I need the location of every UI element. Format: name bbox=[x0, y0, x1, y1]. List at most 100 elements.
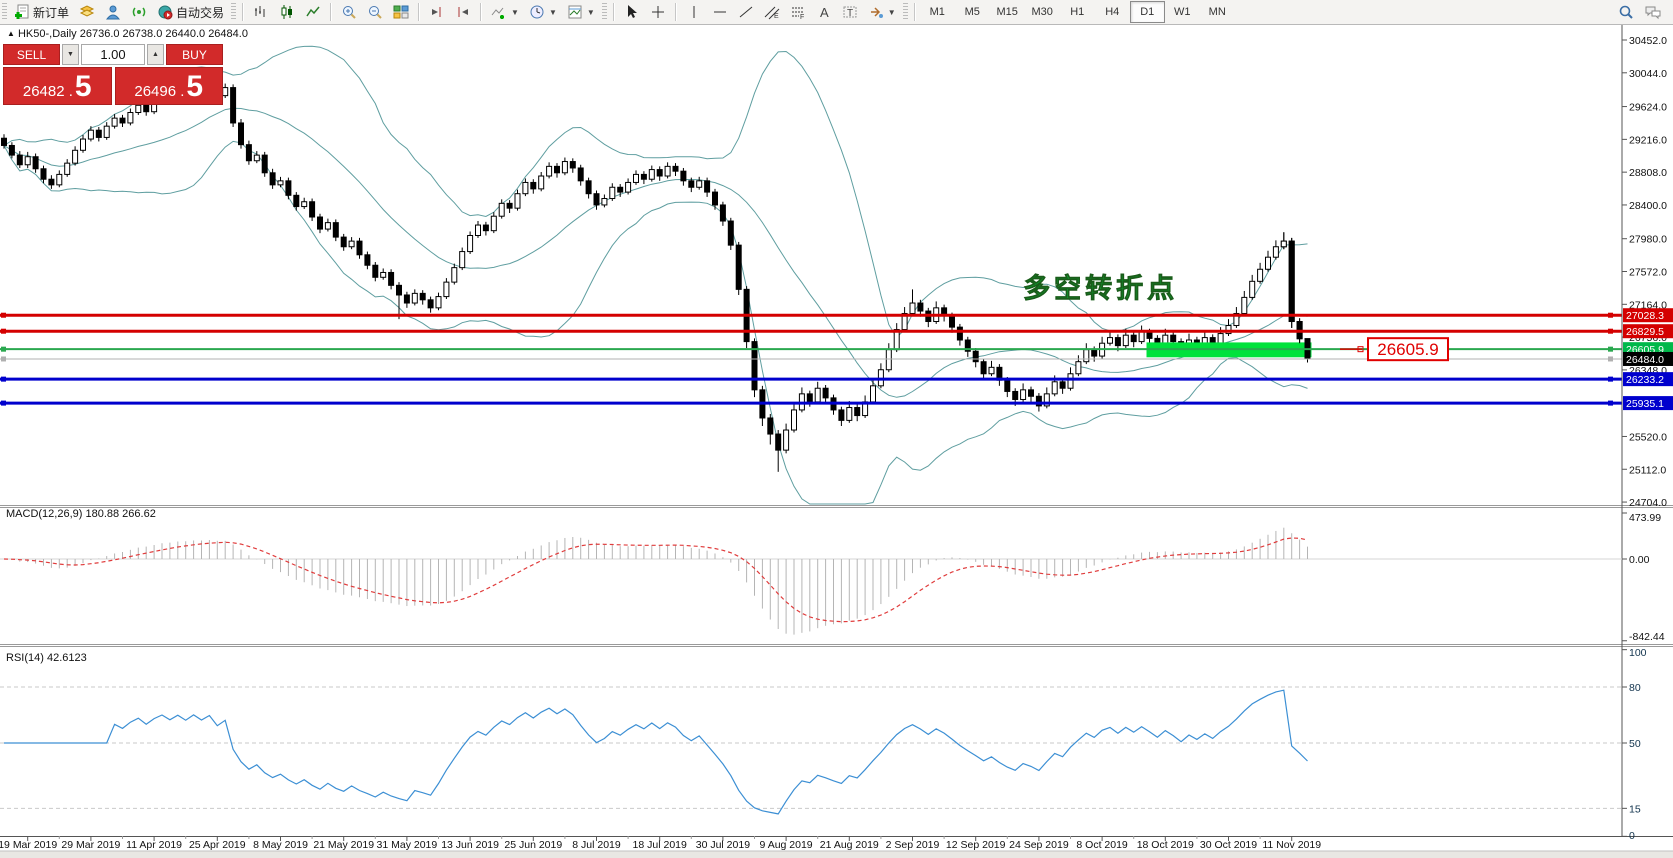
trade-panel-price-row: 26482 . 5 26496 . 5 bbox=[3, 67, 223, 105]
price-label-callout[interactable]: 26605.9 bbox=[1340, 337, 1449, 362]
svg-text:13 Jun 2019: 13 Jun 2019 bbox=[441, 839, 499, 851]
sell-price-box[interactable]: 26482 . 5 bbox=[3, 67, 112, 105]
periods-clock-button[interactable]: ▼ bbox=[524, 0, 562, 24]
svg-text:29624.0: 29624.0 bbox=[1629, 102, 1667, 114]
channel-icon: E bbox=[764, 4, 780, 20]
autotrade-button[interactable]: 自动交易 bbox=[152, 0, 229, 24]
sell-button[interactable]: SELL bbox=[3, 44, 60, 65]
line-handle-left[interactable] bbox=[1, 328, 6, 334]
dropdown-caret-icon: ▼ bbox=[887, 7, 896, 17]
label-icon: T bbox=[842, 4, 858, 20]
line-handle-right[interactable] bbox=[1608, 356, 1613, 362]
timeframe-h1-button[interactable]: H1 bbox=[1070, 6, 1085, 18]
shift-left-button[interactable] bbox=[450, 0, 476, 24]
volume-decrease-button[interactable]: ▼ bbox=[62, 44, 79, 65]
line-handle-left[interactable] bbox=[1, 312, 6, 318]
timeframe-d1-button[interactable]: D1 bbox=[1129, 1, 1165, 23]
svg-text:28400.0: 28400.0 bbox=[1629, 200, 1667, 212]
cursor-button[interactable] bbox=[619, 0, 645, 24]
chat-button[interactable] bbox=[1639, 0, 1667, 24]
new-order-button[interactable]: 新订单 bbox=[9, 0, 74, 24]
timeframe-h4-button[interactable]: H4 bbox=[1105, 6, 1120, 18]
svg-text:27980.0: 27980.0 bbox=[1629, 234, 1667, 246]
line-chart-button[interactable] bbox=[300, 0, 326, 24]
volume-field[interactable]: 1.00 bbox=[81, 44, 145, 65]
svg-text:2 Sep 2019: 2 Sep 2019 bbox=[886, 839, 940, 851]
market-watch-button[interactable] bbox=[100, 0, 126, 24]
line-handle-right[interactable] bbox=[1608, 312, 1613, 318]
timeframe-mn-button[interactable]: MN bbox=[1208, 6, 1226, 18]
hline-button[interactable] bbox=[707, 0, 733, 24]
buy-price-box[interactable]: 26496 . 5 bbox=[114, 67, 223, 105]
line-handle-left[interactable] bbox=[1, 376, 6, 382]
axis-badge-25935.1 bbox=[1623, 396, 1673, 411]
svg-text:26233.2: 26233.2 bbox=[1626, 374, 1664, 386]
axis-badge-26233.2 bbox=[1623, 372, 1673, 387]
svg-text:29 Mar 2019: 29 Mar 2019 bbox=[61, 839, 120, 851]
time-axis[interactable]: 19 Mar 2019 29 Mar 2019 11 Apr 2019 25 Apr … bbox=[0, 836, 1673, 858]
trendline-button[interactable] bbox=[733, 0, 759, 24]
shift-end-button[interactable] bbox=[424, 0, 450, 24]
signal-button[interactable] bbox=[126, 0, 152, 24]
timeframe-w1-button[interactable]: W1 bbox=[1173, 6, 1191, 18]
axis-badge-26829.5 bbox=[1623, 324, 1673, 339]
dropdown-caret-icon: ▼ bbox=[548, 7, 557, 17]
toolbar-separator bbox=[480, 3, 483, 21]
svg-text:T: T bbox=[847, 8, 853, 19]
bar-chart-icon bbox=[253, 4, 269, 20]
volume-increase-button[interactable]: ▲ bbox=[147, 44, 164, 65]
line-handle-right[interactable] bbox=[1608, 346, 1613, 352]
buy-button[interactable]: BUY bbox=[166, 44, 223, 65]
svg-text:30 Jul 2019: 30 Jul 2019 bbox=[696, 839, 750, 851]
macd-signal-line bbox=[3, 537, 1308, 623]
line-handle-left[interactable] bbox=[1, 356, 6, 362]
svg-text:12 Sep 2019: 12 Sep 2019 bbox=[946, 839, 1006, 851]
shapes-icon bbox=[868, 4, 884, 20]
bar-chart-button[interactable] bbox=[248, 0, 274, 24]
vline-button[interactable] bbox=[681, 0, 707, 24]
line-handle-right[interactable] bbox=[1608, 400, 1613, 406]
axis-badge-27028.3 bbox=[1623, 308, 1673, 323]
svg-text:9 Aug 2019: 9 Aug 2019 bbox=[760, 839, 813, 851]
price-axis[interactable]: 30452.0 30044.0 29624.0 29216.0 28808.0 28400… bbox=[1622, 35, 1673, 509]
candle-chart-button[interactable] bbox=[274, 0, 300, 24]
line-handle-right[interactable] bbox=[1608, 376, 1613, 382]
timeframe-m5-button[interactable]: M5 bbox=[964, 6, 980, 18]
chart-canvas[interactable]: 多空转折点 26605.9 MACD(12,26,9) 180.88 266.62 4… bbox=[0, 25, 1673, 858]
toolbar-grip bbox=[2, 3, 7, 21]
zoom-out-icon bbox=[367, 4, 383, 20]
vline-icon bbox=[686, 4, 702, 20]
text-button[interactable]: A bbox=[811, 0, 837, 24]
timeframe-m15-button[interactable]: M15 bbox=[996, 6, 1018, 18]
channel-button[interactable]: E bbox=[759, 0, 785, 24]
timeframe-m1-button[interactable]: M1 bbox=[929, 6, 945, 18]
shapes-button[interactable]: ▼ bbox=[863, 0, 901, 24]
tile-windows-button[interactable] bbox=[388, 0, 414, 24]
line-handle-left[interactable] bbox=[1, 346, 6, 352]
svg-text:8 Jul 2019: 8 Jul 2019 bbox=[572, 839, 621, 851]
toolbar-separator bbox=[674, 3, 677, 21]
templates-button[interactable]: ▼ bbox=[562, 0, 600, 24]
line-handle-right[interactable] bbox=[1608, 328, 1613, 334]
zoom-in-button[interactable] bbox=[336, 0, 362, 24]
indicators-icon bbox=[491, 4, 507, 20]
search-button[interactable] bbox=[1613, 0, 1639, 24]
zoom-out-button[interactable] bbox=[362, 0, 388, 24]
timeframe-m30-button[interactable]: M30 bbox=[1031, 6, 1053, 18]
crosshair-button[interactable] bbox=[645, 0, 671, 24]
search-icon bbox=[1618, 4, 1634, 20]
indicators-button[interactable]: ▼ bbox=[486, 0, 524, 24]
zoom-in-icon bbox=[341, 4, 357, 20]
fibo-button[interactable]: F bbox=[785, 0, 811, 24]
annotation-text[interactable]: 多空转折点 bbox=[1023, 272, 1178, 304]
line-handle-left[interactable] bbox=[1, 400, 6, 406]
svg-text:30044.0: 30044.0 bbox=[1629, 68, 1667, 80]
quotes-button[interactable] bbox=[74, 0, 100, 24]
rsi-title: RSI(14) 42.6123 bbox=[6, 652, 87, 664]
svg-text:50: 50 bbox=[1629, 738, 1641, 750]
label-button[interactable]: T bbox=[837, 0, 863, 24]
svg-text:18 Jul 2019: 18 Jul 2019 bbox=[633, 839, 687, 851]
rsi-line bbox=[4, 689, 1308, 815]
buy-price: 26496 . bbox=[134, 83, 185, 100]
svg-text:8 Oct 2019: 8 Oct 2019 bbox=[1076, 839, 1128, 851]
